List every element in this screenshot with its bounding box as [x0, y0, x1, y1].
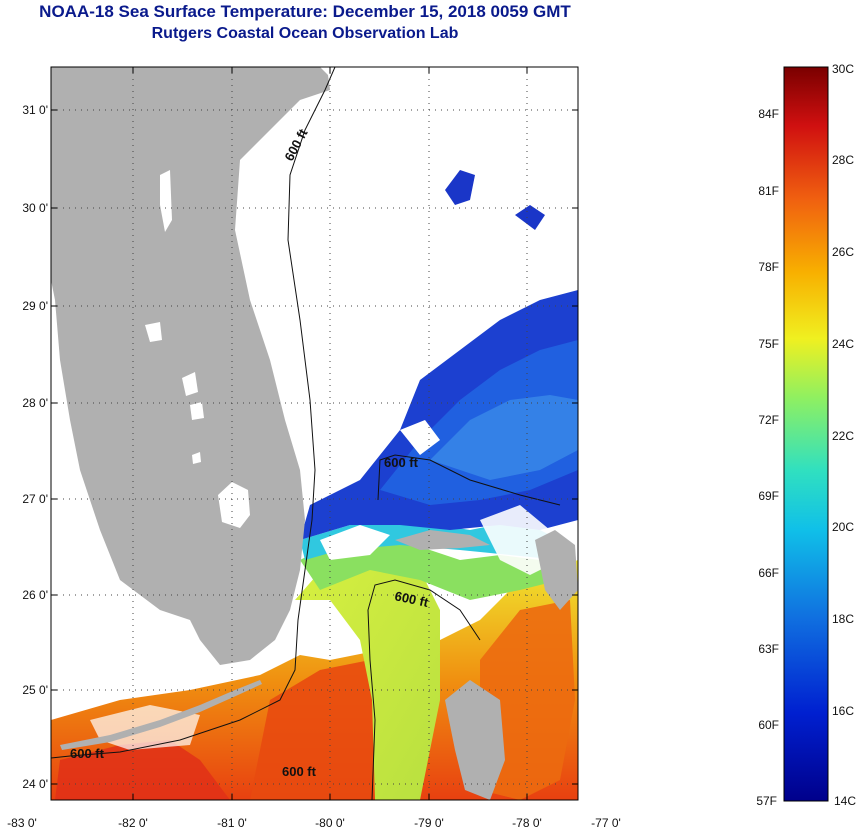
lake-okeechobee	[218, 482, 250, 528]
cloud-patch-4	[400, 420, 440, 455]
lat-label: 28 0'	[22, 396, 48, 410]
lon-label: -82 0'	[118, 816, 148, 830]
lon-label: -83 0'	[7, 816, 37, 830]
page-title: NOAA-18 Sea Surface Temperature: Decembe…	[39, 2, 571, 21]
isobath-contour-south	[367, 579, 481, 800]
cold-patch-nw	[445, 170, 475, 205]
lat-label: 27 0'	[22, 492, 48, 506]
inland-lake-2	[145, 322, 162, 342]
latitude-labels: 31 0' 30 0' 29 0' 28 0' 27 0' 26 0' 25 0…	[22, 103, 48, 791]
page-subtitle: Rutgers Coastal Ocean Observation Lab	[151, 25, 459, 42]
graticule	[51, 67, 578, 800]
contour-label: 600 ft	[384, 455, 419, 470]
lon-label: -78 0'	[512, 816, 542, 830]
map-area	[51, 67, 578, 800]
florida-land	[51, 67, 330, 665]
longitude-labels: -83 0' -82 0' -81 0' -80 0' -79 0' -78 0…	[7, 816, 621, 830]
isobath-contour-bahamas	[377, 454, 561, 506]
lon-label: -80 0'	[315, 816, 345, 830]
gulf-stream-strip	[295, 545, 440, 800]
contour-labels: 600 ft 600 ft 600 ft 600 ft 600 ft	[70, 126, 430, 779]
lat-label: 25 0'	[22, 683, 48, 697]
cold-water-light	[430, 395, 578, 480]
lon-label: -79 0'	[414, 816, 444, 830]
contour-label: 600 ft	[70, 746, 105, 761]
contour-label: 600 ft	[393, 588, 430, 610]
map-ticks	[51, 67, 578, 800]
inland-lake-3	[182, 372, 198, 396]
lat-label: 30 0'	[22, 201, 48, 215]
isobath-contour-north	[51, 67, 336, 759]
cold-patch-n	[515, 205, 545, 230]
lon-label: -77 0'	[591, 816, 621, 830]
red-core-west	[55, 740, 230, 800]
lat-label: 26 0'	[22, 588, 48, 602]
bahamas-grand-bahama	[395, 530, 490, 550]
lat-label: 31 0'	[22, 103, 48, 117]
inland-lake-4	[190, 402, 204, 420]
bahamas-abaco	[535, 530, 578, 610]
inland-lake-1	[160, 170, 172, 232]
bahamas-andros	[445, 680, 505, 800]
cloud-patch-1	[320, 525, 390, 560]
map-frame	[50, 66, 579, 801]
lon-label: -81 0'	[217, 816, 247, 830]
florida-keys	[60, 680, 262, 750]
contour-label: 600 ft	[282, 764, 317, 779]
lat-label: 24 0'	[22, 777, 48, 791]
red-core-central	[250, 660, 375, 800]
inland-lake-5	[192, 452, 201, 464]
lat-label: 29 0'	[22, 299, 48, 313]
